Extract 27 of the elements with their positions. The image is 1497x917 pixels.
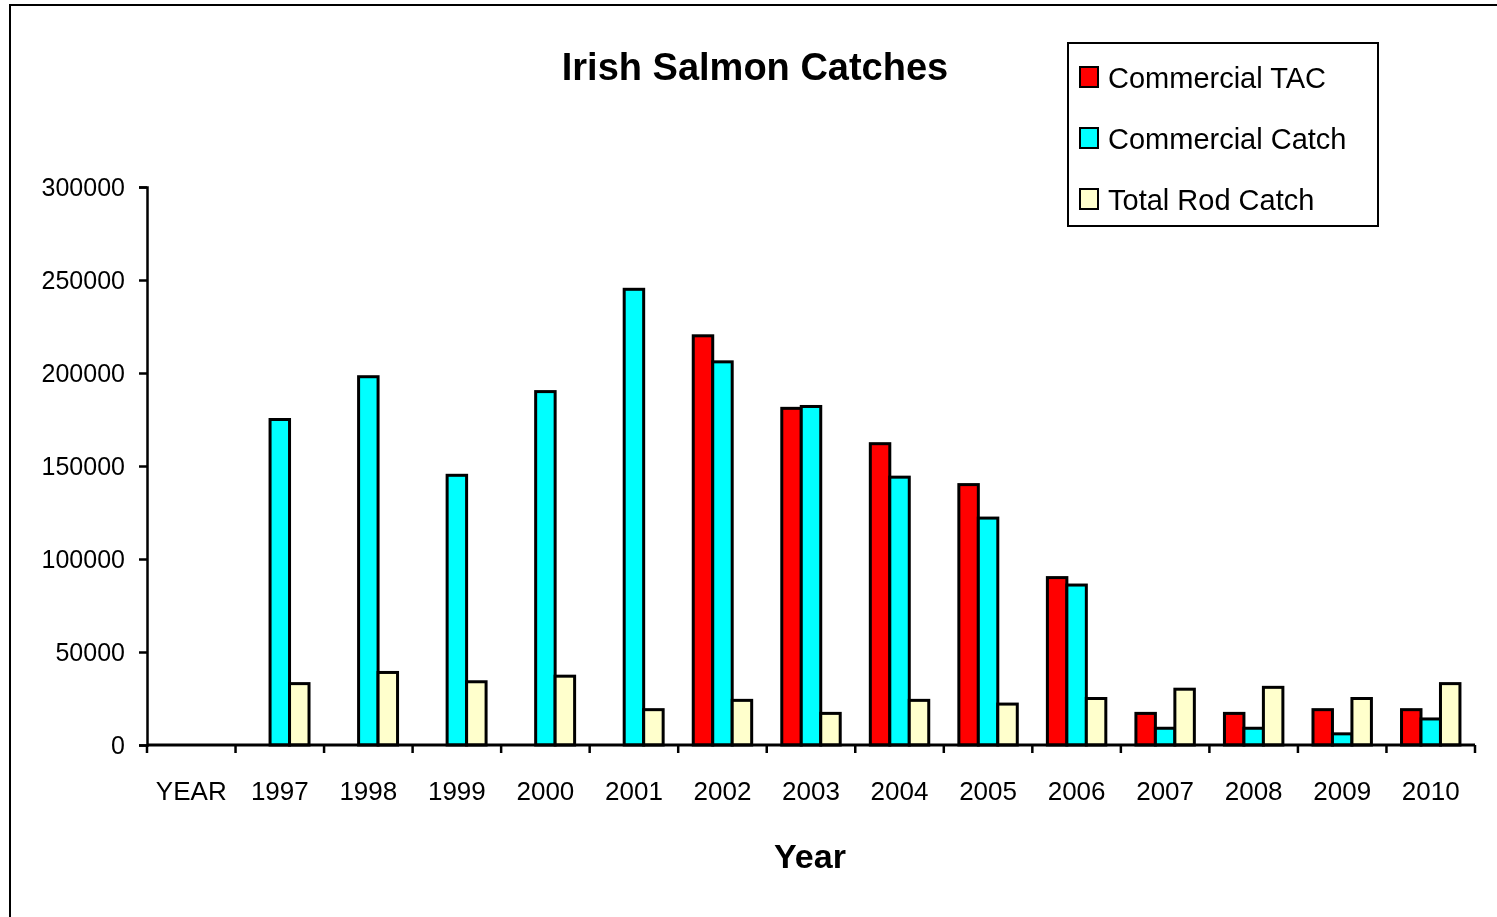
legend-label: Commercial Catch — [1108, 123, 1347, 155]
x-tick-label: 2003 — [782, 776, 840, 806]
y-tick-label: 150000 — [41, 451, 125, 480]
y-tick-label: 100000 — [41, 544, 125, 573]
x-tick-label: 1999 — [427, 776, 486, 806]
x-tick-label: 2001 — [605, 776, 663, 806]
x-axis-title: Year — [774, 837, 846, 875]
y-tick-label: 300000 — [41, 172, 125, 201]
x-tick-label: 2000 — [516, 776, 575, 806]
y-tick-label: 200000 — [41, 358, 125, 387]
y-tick-label: 50000 — [55, 637, 125, 666]
chart-title: Irish Salmon Catches — [561, 46, 949, 88]
y-tick-label: 250000 — [41, 265, 125, 294]
legend-label: Commercial TAC — [1108, 62, 1327, 94]
y-tick-label: 0 — [111, 730, 125, 759]
x-tick-label: 2004 — [870, 776, 929, 806]
x-tick-label: 2005 — [959, 776, 1017, 806]
x-tick-label: 2007 — [1136, 776, 1195, 806]
legend-label: Total Rod Catch — [1108, 184, 1315, 216]
x-tick-label: 2006 — [1047, 776, 1106, 806]
x-tick-label: 2009 — [1313, 776, 1372, 806]
x-tick-label: 1998 — [339, 776, 398, 806]
x-tick-label: YEAR — [155, 776, 227, 806]
x-tick-label: 2008 — [1224, 776, 1283, 806]
x-tick-label: 2010 — [1401, 776, 1460, 806]
x-tick-label: 2002 — [693, 776, 752, 806]
x-tick-label: 1997 — [250, 776, 309, 806]
